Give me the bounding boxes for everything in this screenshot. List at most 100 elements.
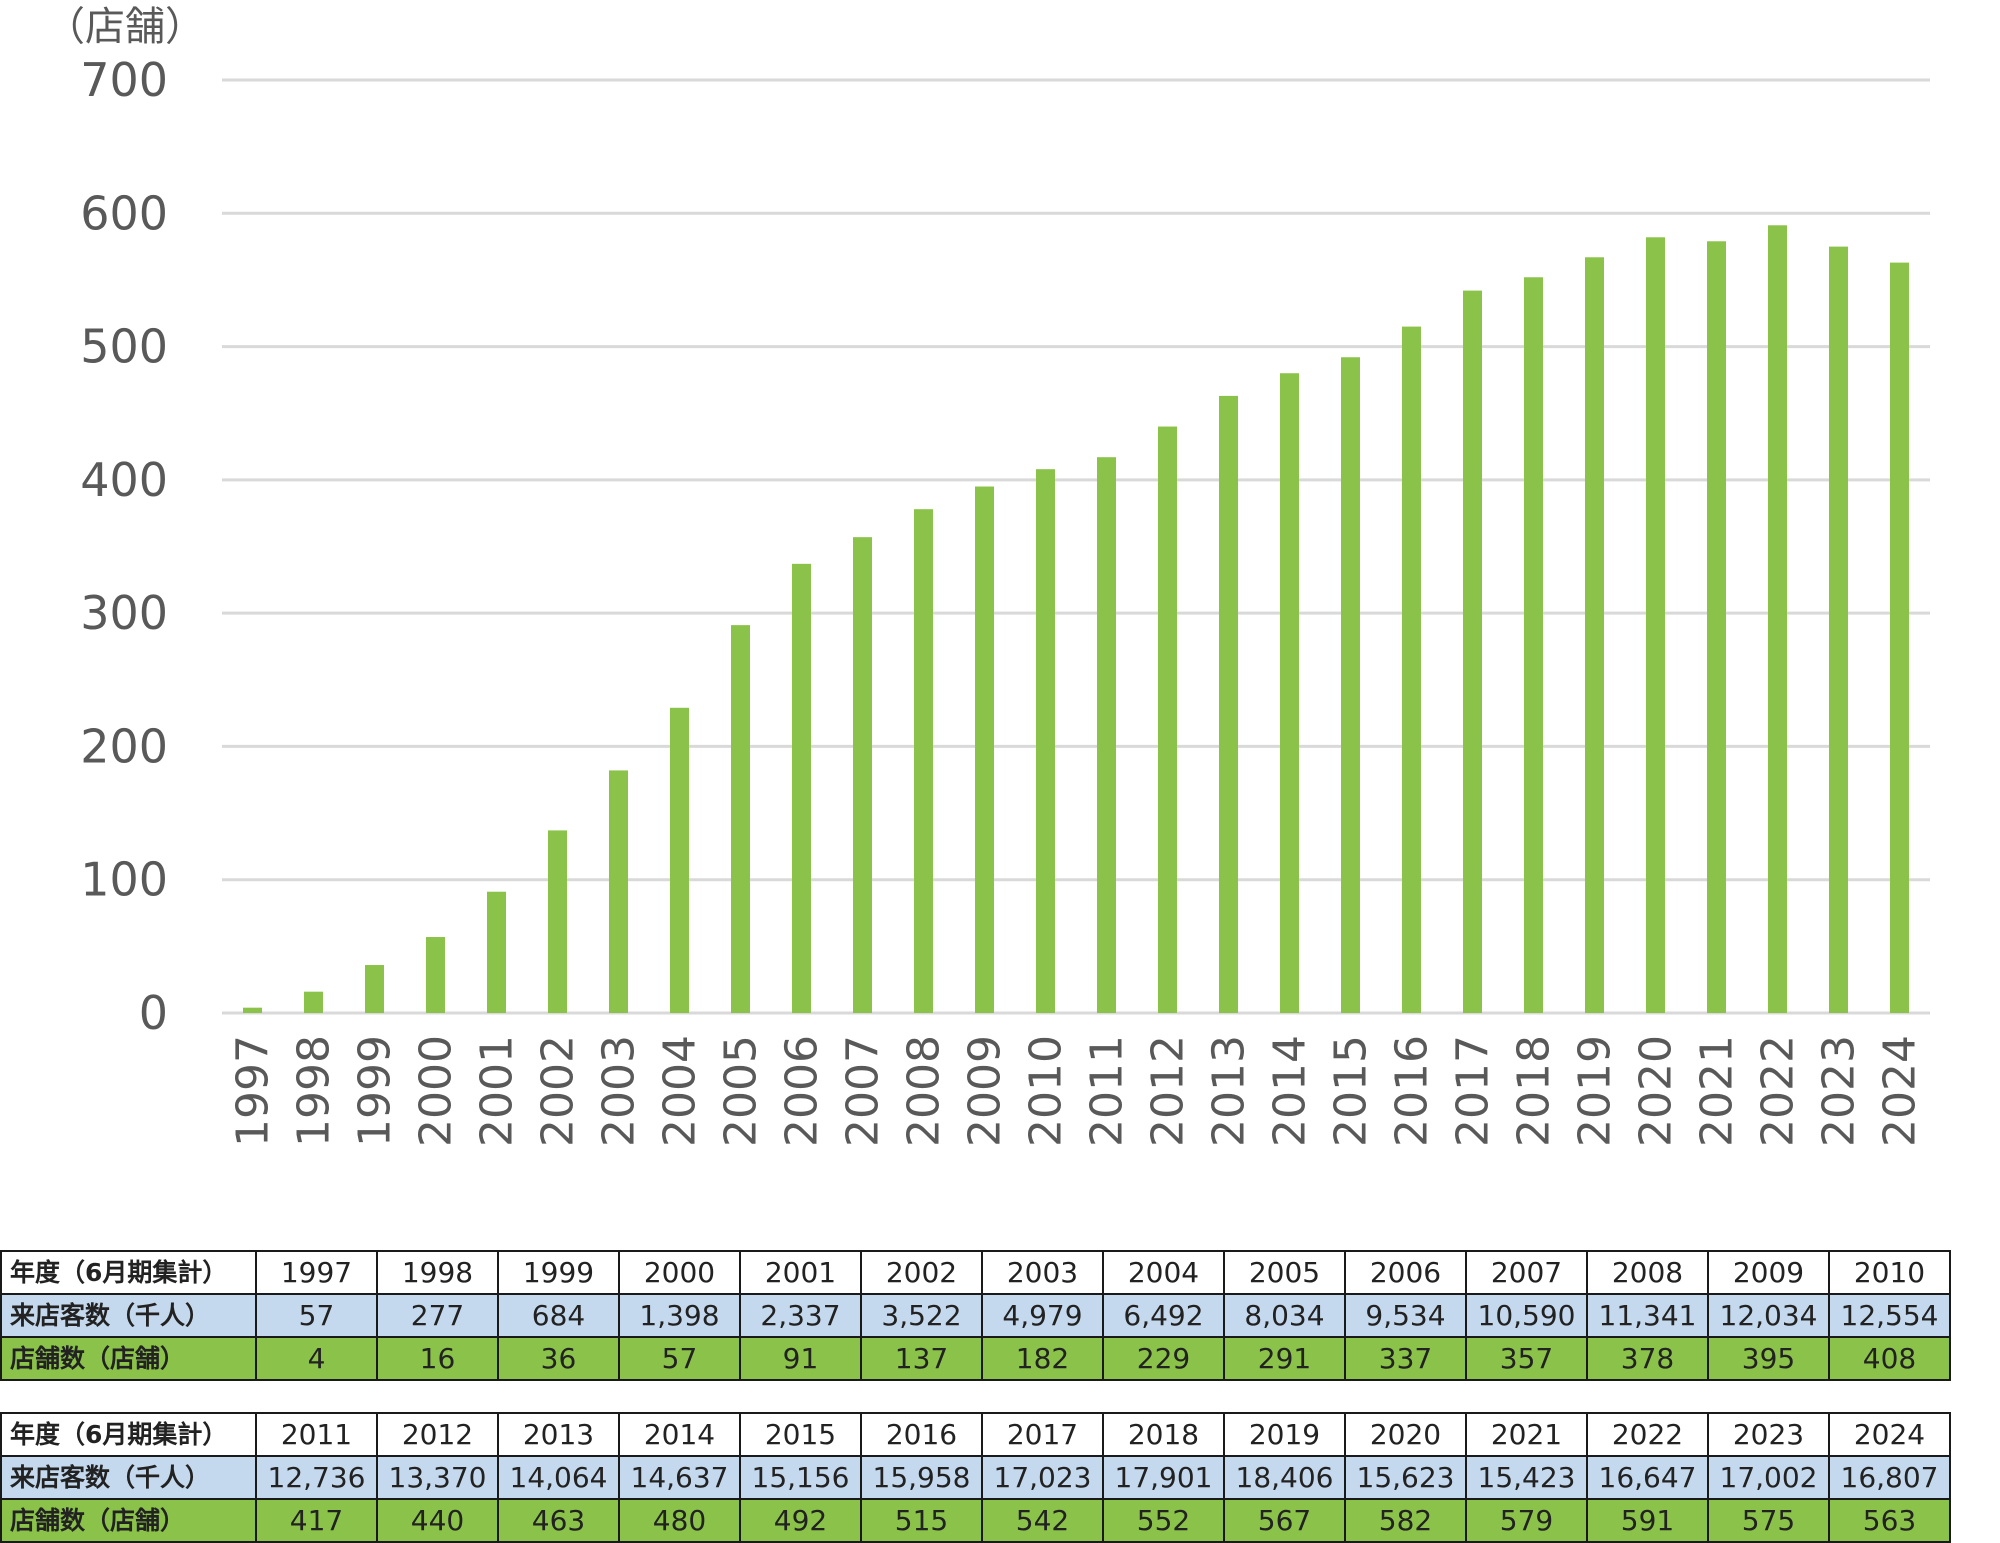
visitors-cell: 16,807 — [1828, 1455, 1951, 1500]
gridlines — [222, 78, 1930, 1015]
year-cell: 2000 — [618, 1250, 741, 1295]
y-tick-label: 400 — [80, 453, 168, 507]
year-cell: 2020 — [1344, 1412, 1467, 1457]
visitors-cell: 15,423 — [1465, 1455, 1588, 1500]
x-tick-label: 2010 — [1021, 1035, 1072, 1147]
visitors-row: 来店客数（千人） 57 277 684 1,398 2,337 3,522 4,979 6,4… — [0, 1293, 1951, 1338]
x-tick-label: 2014 — [1265, 1035, 1316, 1147]
bar — [731, 625, 750, 1013]
year-header: 年度（6月期集計） — [0, 1250, 257, 1295]
y-tick-label: 500 — [80, 320, 168, 374]
bar — [853, 537, 872, 1013]
stores-cell: 552 — [1102, 1498, 1225, 1543]
year-cell: 2007 — [1465, 1250, 1588, 1295]
x-tick-label: 2024 — [1875, 1035, 1926, 1147]
y-axis-ticks: 0 100 200 300 400 500 600 700 — [80, 53, 168, 1040]
visitors-header: 来店客数（千人） — [0, 1293, 257, 1338]
bar — [1341, 357, 1360, 1014]
stores-cell: 91 — [739, 1336, 862, 1381]
visitors-cell: 14,064 — [497, 1455, 620, 1500]
stores-cell: 480 — [618, 1498, 741, 1543]
stores-cell: 357 — [1465, 1336, 1588, 1381]
year-header: 年度（6月期集計） — [0, 1412, 257, 1457]
visitors-header: 来店客数（千人） — [0, 1455, 257, 1500]
visitors-cell: 17,002 — [1707, 1455, 1830, 1500]
x-tick-label: 2018 — [1509, 1035, 1560, 1147]
stores-cell: 417 — [255, 1498, 378, 1543]
visitors-cell: 12,736 — [255, 1455, 378, 1500]
y-tick-label: 600 — [80, 186, 168, 240]
x-tick-label: 2008 — [899, 1035, 950, 1147]
visitors-cell: 3,522 — [860, 1293, 983, 1338]
visitors-cell: 1,398 — [618, 1293, 741, 1338]
x-tick-label: 2007 — [838, 1035, 889, 1147]
bar — [1829, 246, 1848, 1013]
bar — [1097, 457, 1116, 1013]
data-table-1997-2010: 年度（6月期集計） 1997 1998 1999 2000 2001 2002 2003 20… — [0, 1250, 1951, 1381]
stores-row: 店舗数（店舗） 4 16 36 57 91 137 182 229 291 337 357 378 39… — [0, 1336, 1951, 1381]
stores-cell: 408 — [1828, 1336, 1951, 1381]
bar — [426, 937, 445, 1013]
visitors-cell: 277 — [376, 1293, 499, 1338]
stores-cell: 229 — [1102, 1336, 1225, 1381]
visitors-cell: 12,034 — [1707, 1293, 1830, 1338]
stores-header: 店舗数（店舗） — [0, 1498, 257, 1543]
visitors-cell: 18,406 — [1223, 1455, 1346, 1500]
stores-header: 店舗数（店舗） — [0, 1336, 257, 1381]
y-tick-label: 100 — [80, 853, 168, 907]
bar — [1524, 277, 1543, 1014]
year-cell: 2023 — [1707, 1412, 1830, 1457]
stores-cell: 567 — [1223, 1498, 1346, 1543]
x-tick-label: 2020 — [1631, 1035, 1682, 1147]
x-tick-label: 2002 — [533, 1035, 584, 1147]
year-cell: 2017 — [981, 1412, 1104, 1457]
x-tick-label: 2011 — [1082, 1035, 1133, 1147]
bar — [1219, 395, 1238, 1013]
visitors-cell: 8,034 — [1223, 1293, 1346, 1338]
year-cell: 2021 — [1465, 1412, 1588, 1457]
visitors-cell: 15,958 — [860, 1455, 983, 1500]
y-tick-label: 0 — [139, 986, 168, 1040]
year-cell: 2011 — [255, 1412, 378, 1457]
stores-cell: 582 — [1344, 1498, 1467, 1543]
bar — [1158, 426, 1177, 1013]
x-tick-label: 2001 — [472, 1035, 523, 1147]
x-tick-label: 2017 — [1448, 1035, 1499, 1147]
bar — [1768, 225, 1787, 1013]
bar — [243, 1007, 262, 1013]
year-cell: 2015 — [739, 1412, 862, 1457]
year-cell: 2014 — [618, 1412, 741, 1457]
stores-cell: 137 — [860, 1336, 983, 1381]
x-tick-label: 2000 — [411, 1035, 462, 1147]
x-tick-label: 2023 — [1814, 1035, 1865, 1147]
x-tick-label: 2012 — [1143, 1035, 1194, 1147]
visitors-cell: 16,647 — [1586, 1455, 1709, 1500]
stores-cell: 515 — [860, 1498, 983, 1543]
visitors-cell: 6,492 — [1102, 1293, 1225, 1338]
bar — [792, 563, 811, 1013]
x-tick-label: 2015 — [1326, 1035, 1377, 1147]
y-tick-label: 200 — [80, 719, 168, 773]
visitors-cell: 12,554 — [1828, 1293, 1951, 1338]
x-tick-label: 2022 — [1753, 1035, 1804, 1147]
stores-cell: 492 — [739, 1498, 862, 1543]
visitors-cell: 4,979 — [981, 1293, 1104, 1338]
bar — [487, 891, 506, 1013]
year-cell: 2004 — [1102, 1250, 1225, 1295]
stores-cell: 182 — [981, 1336, 1104, 1381]
stores-cell: 395 — [1707, 1336, 1830, 1381]
year-cell: 2019 — [1223, 1412, 1346, 1457]
visitors-cell: 2,337 — [739, 1293, 862, 1338]
bar — [304, 991, 323, 1013]
visitors-cell: 15,156 — [739, 1455, 862, 1500]
visitors-cell: 13,370 — [376, 1455, 499, 1500]
year-row: 年度（6月期集計） 1997 1998 1999 2000 2001 2002 2003 20… — [0, 1250, 1951, 1295]
bar — [365, 965, 384, 1013]
year-cell: 2018 — [1102, 1412, 1225, 1457]
year-cell: 2012 — [376, 1412, 499, 1457]
year-cell: 2003 — [981, 1250, 1104, 1295]
x-axis-ticks: 1997 1998 1999 2000 2001 2002 2003 2004 2005 2006… — [228, 1035, 1926, 1147]
x-tick-label: 1998 — [289, 1035, 340, 1147]
bars — [243, 225, 1909, 1014]
bar — [1890, 262, 1909, 1013]
